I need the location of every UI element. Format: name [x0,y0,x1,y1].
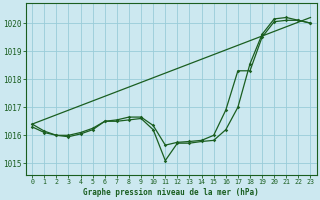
X-axis label: Graphe pression niveau de la mer (hPa): Graphe pression niveau de la mer (hPa) [84,188,259,197]
